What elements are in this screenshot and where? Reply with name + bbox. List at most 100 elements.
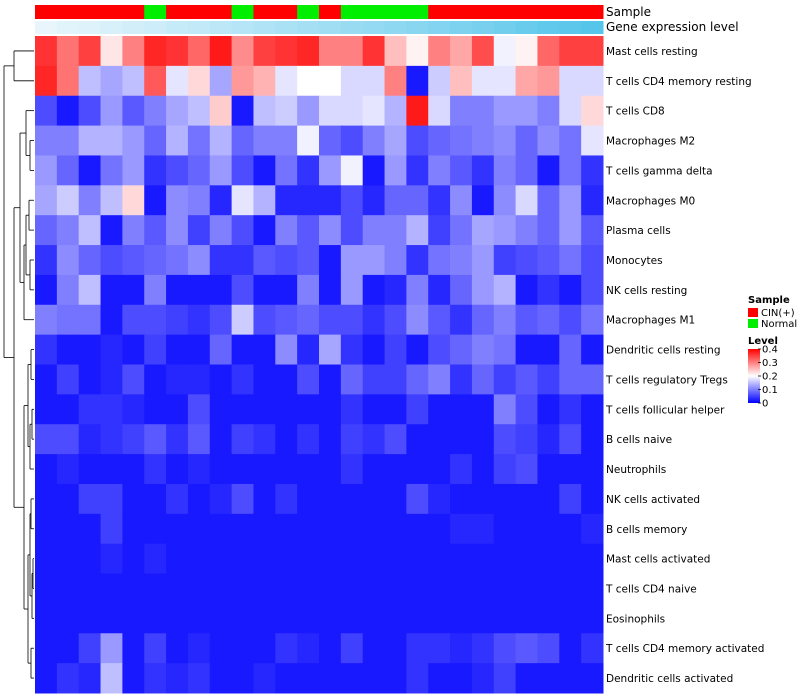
heatmap-cell <box>450 364 473 395</box>
heatmap-cell <box>493 364 517 395</box>
heatmap-cell <box>209 603 233 634</box>
heatmap-cell <box>406 274 429 306</box>
heatmap-cell <box>100 65 123 97</box>
heatmap-cell <box>35 424 58 455</box>
heatmap-cell <box>581 454 604 485</box>
heatmap-cell <box>319 125 342 156</box>
expression-annotation-cell <box>537 21 560 34</box>
heatmap-cell <box>56 334 80 365</box>
heatmap-cell <box>493 334 517 365</box>
heatmap-cell <box>78 334 102 365</box>
heatmap-cell <box>100 633 123 664</box>
heatmap-cell <box>253 483 276 515</box>
heatmap-cell <box>471 364 495 395</box>
heatmap-cell <box>275 543 298 575</box>
heatmap-cell <box>384 603 407 634</box>
heatmap-cell <box>450 65 473 97</box>
heatmap-cell <box>166 573 189 604</box>
row-label: B cells memory <box>606 524 687 536</box>
heatmap-cell <box>319 65 342 97</box>
heatmap-cell <box>450 663 473 694</box>
heatmap-cell <box>559 215 582 246</box>
level-legend: Level 0.4 0.3 0.2 0.1 0 <box>748 336 778 410</box>
heatmap-cell <box>78 245 102 276</box>
heatmap-cell <box>275 454 298 485</box>
heatmap-cell <box>340 215 364 246</box>
heatmap-cell <box>166 633 189 664</box>
heatmap-cell <box>187 245 211 276</box>
heatmap-cell <box>297 215 320 246</box>
heatmap-cell <box>253 424 276 455</box>
heatmap-cell <box>428 543 451 575</box>
heatmap-cell <box>253 95 276 127</box>
heatmap-cell <box>515 513 538 545</box>
sample-annotation-cell <box>471 5 495 19</box>
heatmap-cell <box>144 663 167 694</box>
heatmap-cell <box>340 304 364 336</box>
heatmap-cell <box>362 185 386 216</box>
heatmap-cell <box>122 304 145 336</box>
heatmap-cell <box>253 603 276 634</box>
heatmap-cell <box>384 454 407 485</box>
heatmap-cell <box>515 633 538 664</box>
heatmap-cell <box>493 36 517 67</box>
heatmap-cell <box>100 573 123 604</box>
heatmap-cell <box>319 513 342 545</box>
heatmap-cell <box>275 364 298 395</box>
heatmap-cell <box>209 155 233 186</box>
row-label: T cells gamma delta <box>605 165 713 177</box>
heatmap-cell <box>187 185 211 216</box>
heatmap-cell <box>187 454 211 485</box>
heatmap-cell <box>384 424 407 455</box>
heatmap-cell <box>537 245 560 276</box>
heatmap-cell <box>297 603 320 634</box>
heatmap-cell <box>166 364 189 395</box>
heatmap-cell <box>187 603 211 634</box>
heatmap-cell <box>209 454 233 485</box>
heatmap-cell <box>384 663 407 694</box>
row-label: T cells follicular helper <box>605 404 725 416</box>
heatmap-cell <box>122 95 145 127</box>
heatmap-cell <box>537 483 560 515</box>
heatmap-cell <box>450 603 473 634</box>
heatmap-cell <box>56 663 80 694</box>
heatmap-cell <box>340 274 364 306</box>
sample-annotation-cell <box>78 5 102 19</box>
sample-annotation-cell <box>428 5 451 19</box>
sample-annotation-cell <box>275 5 298 19</box>
row-label: T cells CD4 memory resting <box>605 76 752 88</box>
heatmap-cell <box>78 424 102 455</box>
heatmap-cell <box>428 185 451 216</box>
heatmap-cell <box>78 603 102 634</box>
heatmap-cell <box>56 185 80 216</box>
heatmap-cell <box>581 65 604 97</box>
heatmap-cell <box>340 424 364 455</box>
heatmap-cell <box>56 573 80 604</box>
heatmap-cell <box>450 573 473 604</box>
row-label: Macrophages M1 <box>606 315 695 327</box>
heatmap-cell <box>428 633 451 664</box>
heatmap-cell <box>56 155 80 186</box>
heatmap-cell <box>166 663 189 694</box>
sample-annotation-cell <box>537 5 560 19</box>
heatmap-cell <box>537 125 560 156</box>
heatmap-cell <box>384 543 407 575</box>
heatmap-cell <box>144 36 167 67</box>
heatmap-cell <box>471 603 495 634</box>
heatmap-cell <box>297 185 320 216</box>
heatmap-cell <box>450 454 473 485</box>
heatmap-cell <box>122 483 145 515</box>
expression-annotation-cell <box>559 21 582 34</box>
heatmap-cell <box>166 543 189 575</box>
heatmap-cell <box>100 543 123 575</box>
expression-annotation-cell <box>493 21 517 34</box>
heatmap-cell <box>428 334 451 365</box>
level-tick-label: 0.3 <box>762 358 778 369</box>
heatmap-cell <box>275 663 298 694</box>
heatmap-cell <box>209 483 233 515</box>
heatmap-cell <box>253 65 276 97</box>
heatmap-cell <box>559 334 582 365</box>
heatmap-cell <box>56 215 80 246</box>
heatmap-cell <box>471 125 495 156</box>
heatmap-cell <box>100 663 123 694</box>
